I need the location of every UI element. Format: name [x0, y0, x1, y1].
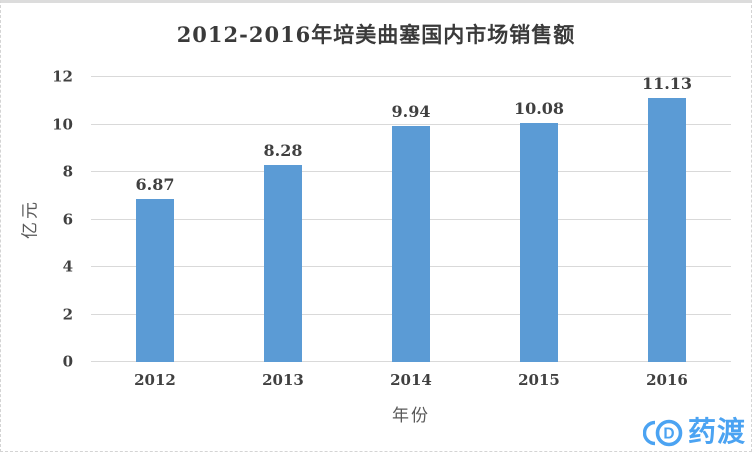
x-axis-title: 年份 [392, 406, 430, 426]
bar-2014 [392, 125, 430, 362]
plot-area: 0 2 4 6 8 10 12 6.87 2012 8.28 2013 9.94 2014 10.08 20… [52, 69, 731, 388]
bar-value-label: 10.08 [513, 98, 565, 118]
x-tick-label: 2016 [646, 371, 688, 389]
bar-value-label: 11.13 [641, 73, 693, 93]
x-tick-label: 2014 [390, 371, 432, 389]
watermark-text: 药渡 [687, 416, 746, 447]
watermark: D 药渡 [642, 415, 746, 449]
chart-title: 2012-2016年培美曲塞国内市场销售额 [176, 22, 576, 47]
svg-text:D: D [663, 426, 674, 443]
x-tick-label: 2013 [262, 371, 304, 389]
gridline [91, 123, 731, 125]
bar-value-label: 9.94 [391, 101, 431, 121]
yaodu-logo-icon: D [642, 419, 683, 447]
y-tick-label: 6 [62, 210, 73, 228]
y-tick-label: 4 [62, 257, 73, 276]
y-tick-label: 2 [62, 305, 73, 323]
bar-2016 [648, 97, 686, 362]
y-tick-label: 8 [62, 162, 73, 181]
bar-2012 [136, 198, 174, 362]
x-tick-label: 2012 [134, 371, 176, 389]
y-tick-label: 0 [62, 352, 73, 371]
bar-value-label: 8.28 [263, 141, 303, 161]
bar-2013 [264, 165, 302, 362]
y-tick-label: 10 [52, 115, 73, 133]
x-tick-label: 2015 [518, 371, 560, 389]
bar-2015 [520, 122, 558, 362]
gridline [91, 76, 731, 77]
bar-value-label: 6.87 [135, 174, 175, 194]
y-tick-label: 12 [52, 67, 73, 86]
